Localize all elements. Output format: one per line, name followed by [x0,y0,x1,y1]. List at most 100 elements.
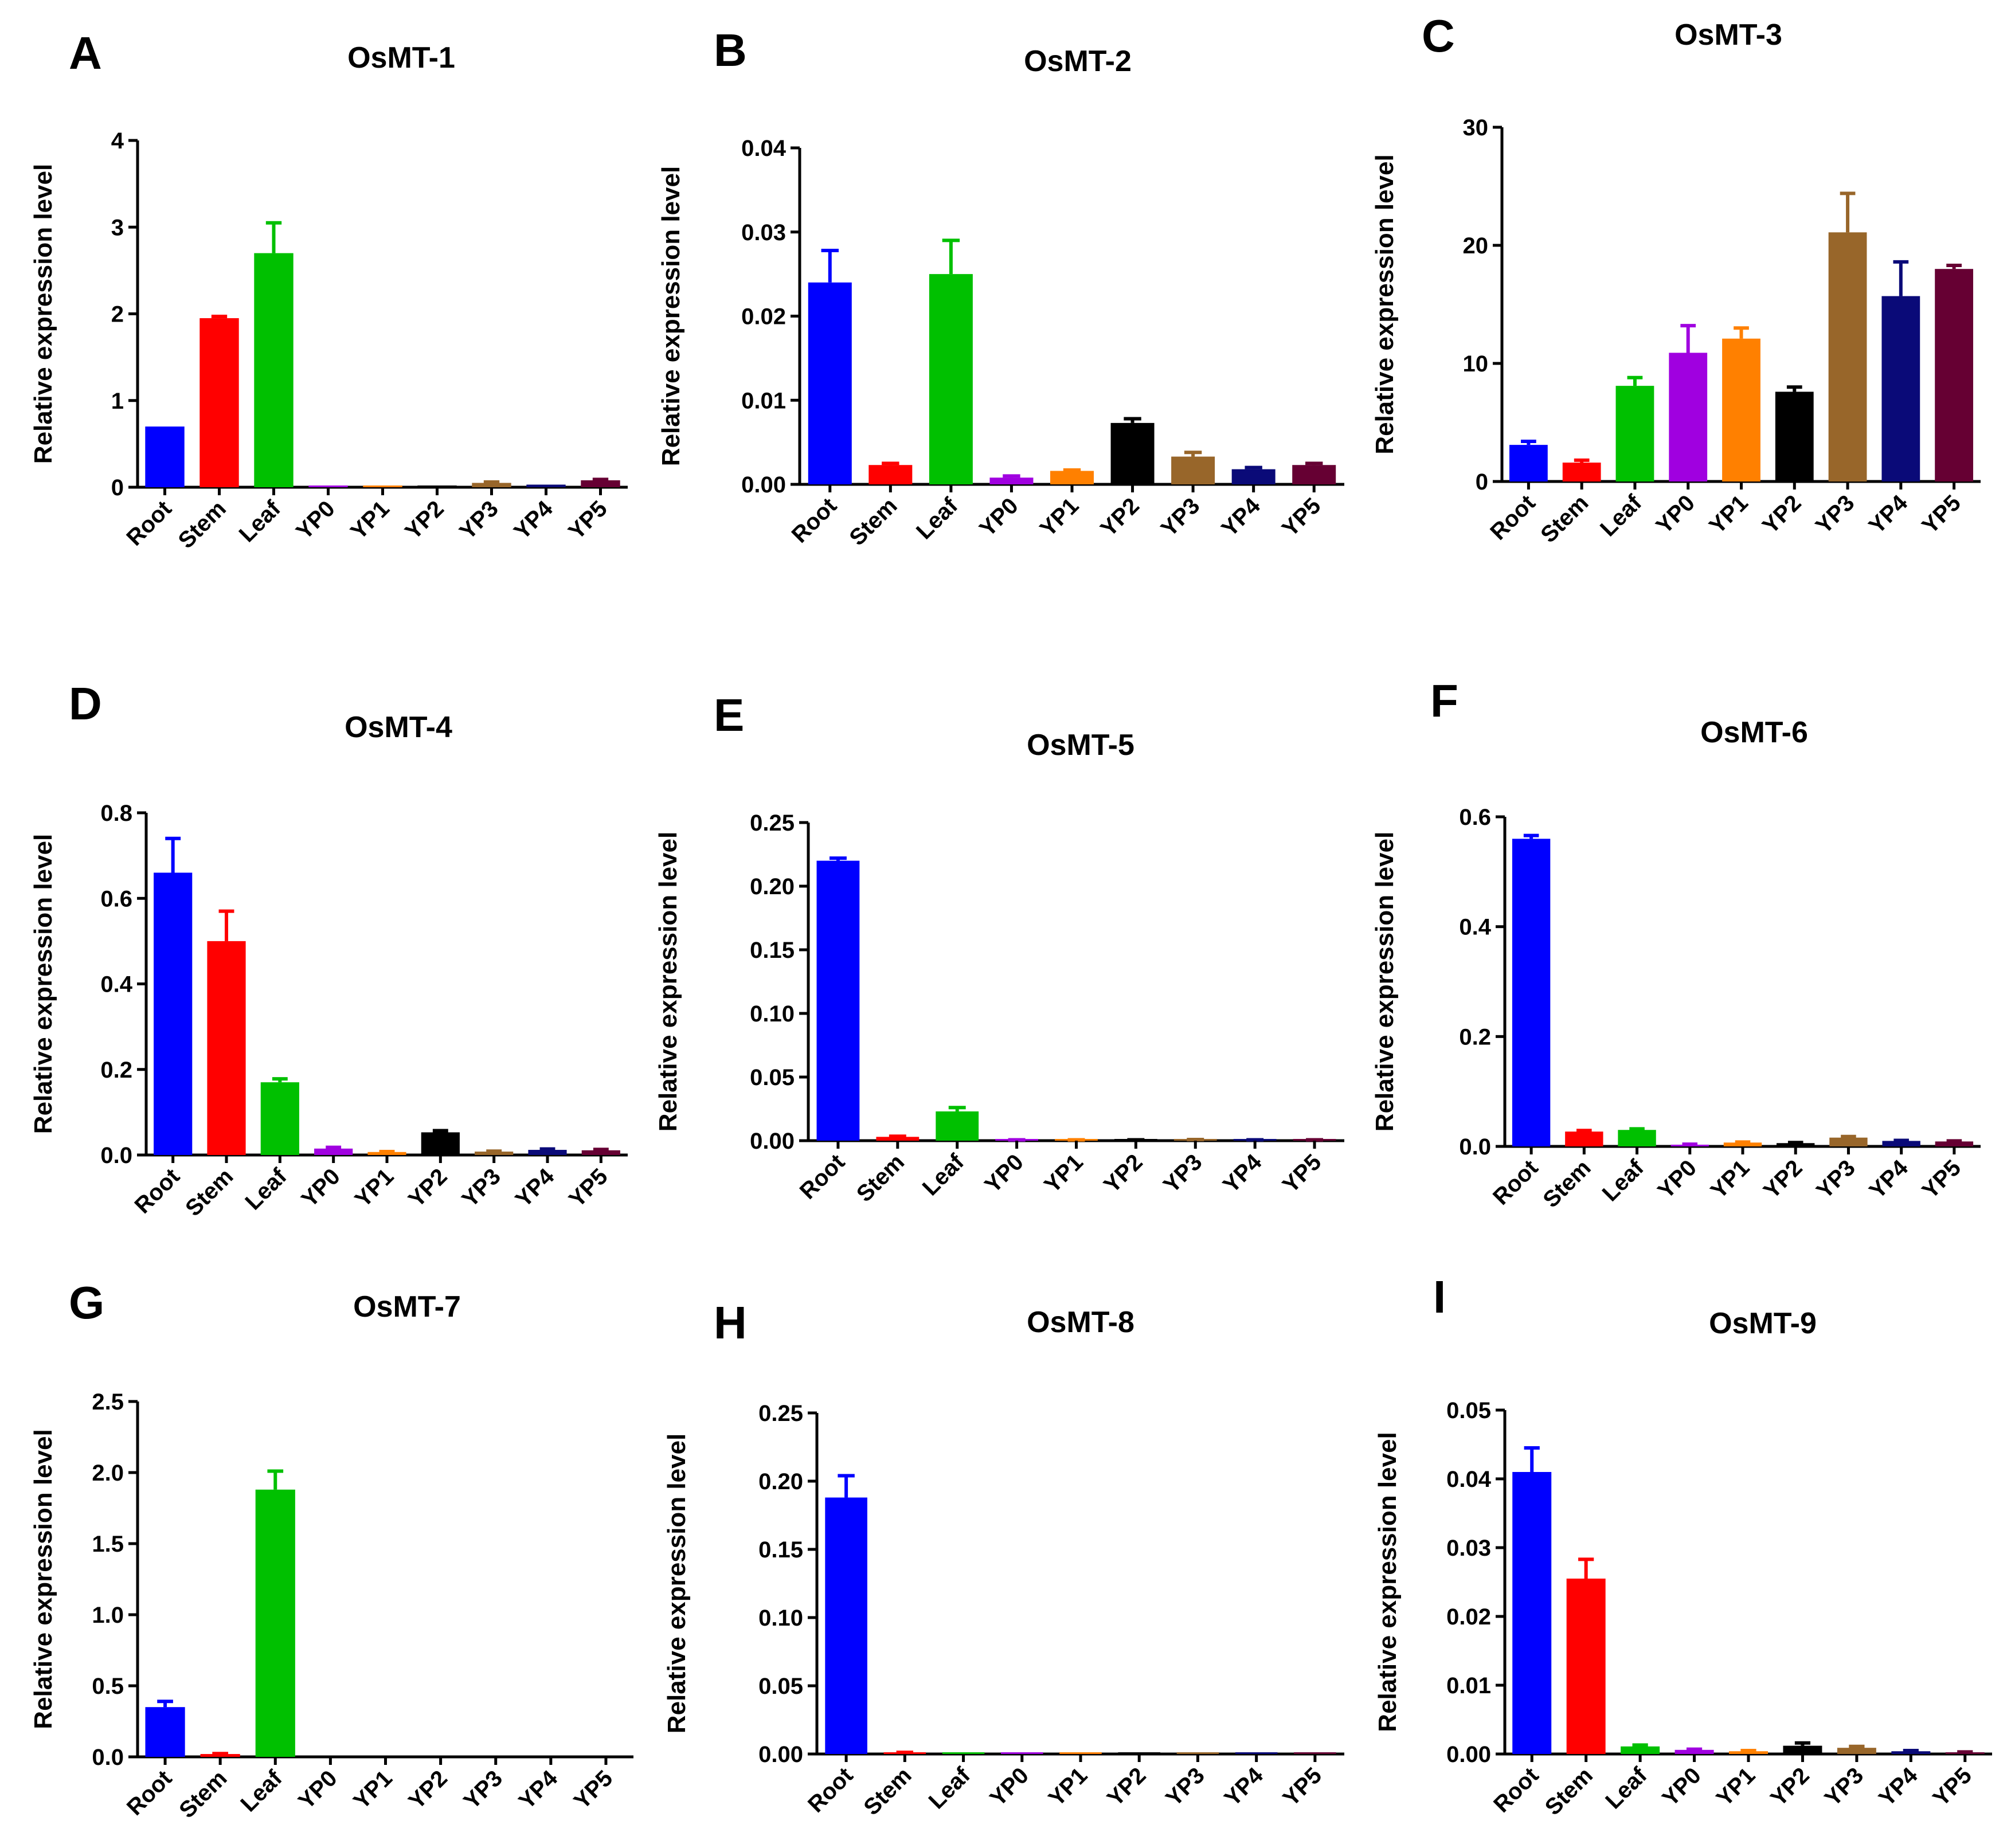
x-tick-label: YP5 [1928,1763,1977,1811]
x-tick-label: Stem [174,496,231,553]
chart-panel-i: I OsMT-9 Relative expression level 0.00 0.01… [1374,1271,1992,1820]
bar-yp4 [528,1150,567,1155]
x-tick-label: Leaf [1601,1763,1652,1814]
y-tick-label: 0.0 [92,1745,124,1770]
x-tick-label: YP0 [1653,1155,1702,1204]
panel-letter: I [1433,1271,1446,1322]
y-axis-label: Relative expression level [29,164,57,464]
x-tick-label: Leaf [1595,490,1647,542]
bar-yp0 [1674,1749,1714,1754]
y-tick-label: 0.10 [750,1001,795,1027]
chart-panel-d: D OsMT-4 Relative expression level 0.0 0.2 0.… [29,678,628,1221]
x-tick-label: YP3 [1811,490,1860,539]
panel-letter: H [714,1297,747,1348]
y-tick-label: 0.00 [741,472,786,498]
bar-yp5 [1935,269,1974,481]
chart-panel-e: E OsMT-5 Relative expression level 0.00 0.05… [654,690,1344,1207]
bar-yp3 [475,1152,514,1155]
x-tick-label: YP4 [1874,1763,1923,1811]
y-tick-label: 0.6 [100,886,132,911]
panel-letter: F [1430,675,1458,726]
x-tick-label: YP1 [1044,1763,1093,1811]
chart-panel-c: C OsMT-3 Relative expression level 0 10 20 30 R… [1371,10,1981,548]
bar-yp1 [1722,338,1760,481]
y-axis-label: Relative expression level [1374,1432,1402,1732]
y-axis-label: Relative expression level [663,1434,691,1733]
bar-yp3 [1828,232,1867,481]
bar-yp4 [526,484,566,487]
y-tick-label: 1.5 [92,1532,124,1557]
chart-title: OsMT-7 [353,1290,461,1324]
x-tick-label: Leaf [924,1763,976,1814]
x-tick-label: Stem [859,1763,916,1820]
y-axis-label: Relative expression level [654,832,682,1131]
x-tick-label: Leaf [1598,1155,1649,1207]
x-tick-label: Root [122,1765,177,1820]
x-tick-label: YP0 [980,1149,1028,1198]
x-tick-label: YP5 [1278,1149,1327,1198]
x-tick-label: YP3 [1812,1155,1860,1204]
bar-root [825,1497,867,1754]
x-tick-label: Root [795,1149,850,1204]
x-tick-label: YP0 [975,493,1023,542]
bar-root [808,282,852,484]
x-tick-label: YP2 [404,1164,452,1212]
x-tick-label: YP1 [349,1765,397,1814]
bar-yp0 [308,486,348,487]
x-tick-label: YP5 [1917,490,1966,539]
bar-yp1 [367,1152,406,1155]
bar-yp2 [1783,1745,1822,1754]
y-tick-label: 0 [1476,469,1488,495]
bar-yp4 [1882,1141,1920,1146]
bar-yp3 [1837,1748,1876,1754]
bar-stem [1565,1131,1603,1146]
chart-panel-f: F OsMT-6 Relative expression level 0.0 0.2 0.… [1371,675,1981,1213]
y-axis-label: Relative expression level [657,166,685,466]
y-tick-label: 0 [111,475,124,500]
x-tick-label: YP1 [1704,490,1753,539]
bar-yp3 [1176,1752,1219,1754]
panel-letter: E [714,690,744,741]
y-tick-label: 0.01 [1446,1673,1491,1698]
bar-yp5 [1935,1141,1974,1146]
chart-title: OsMT-5 [1027,729,1134,762]
panel-letter: A [69,28,102,79]
bar-yp0 [314,1148,353,1155]
bar-yp0 [1000,1752,1043,1754]
chart-title: OsMT-3 [1674,18,1782,52]
x-tick-label: YP2 [1758,490,1806,539]
y-tick-label: 1.0 [92,1603,124,1628]
bar-yp4 [1231,469,1276,484]
y-tick-label: 0.15 [750,938,795,963]
bar-leaf [1621,1746,1660,1754]
chart-title: OsMT-4 [345,711,452,744]
x-tick-label: YP2 [1766,1763,1814,1811]
bar-yp3 [472,483,511,487]
y-tick-label: 0.05 [750,1065,795,1090]
x-tick-label: YP4 [1218,1149,1267,1198]
x-tick-label: Stem [1538,1155,1595,1212]
x-tick-label: YP0 [1657,1763,1706,1811]
bar-leaf [1618,1130,1656,1146]
x-tick-label: YP1 [1712,1763,1760,1811]
x-tick-label: Leaf [240,1164,292,1215]
bar-root [1509,445,1548,481]
x-tick-label: Root [787,493,842,548]
bar-stem [200,1754,240,1757]
y-tick-label: 0.01 [741,388,786,413]
chart-title: OsMT-8 [1027,1306,1134,1339]
y-tick-label: 3 [111,215,124,240]
bar-yp5 [1292,465,1336,484]
y-tick-label: 0.4 [100,972,132,997]
x-tick-label: Root [122,496,177,551]
chart-panel-g: G OsMT-7 Relative expression level 0.0 0.5 1.… [29,1277,633,1823]
y-tick-label: 0.20 [758,1469,803,1494]
x-tick-label: YP4 [511,1164,560,1212]
y-tick-label: 1 [111,389,124,414]
bar-leaf [936,1111,979,1141]
y-tick-label: 0.03 [741,220,786,245]
x-tick-label: YP2 [1099,1149,1148,1198]
y-tick-label: 30 [1463,115,1489,140]
chart-title: OsMT-1 [347,41,455,75]
bar-yp4 [1891,1751,1931,1754]
